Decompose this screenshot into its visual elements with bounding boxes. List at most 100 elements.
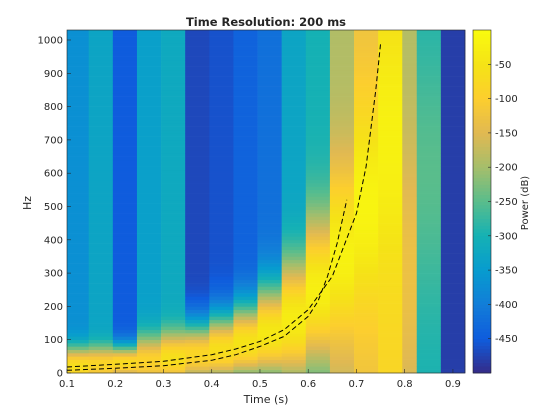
heatmap-cell	[257, 96, 282, 101]
heatmap-cell	[233, 153, 258, 157]
heatmap-cell	[67, 129, 90, 134]
heatmap-cell	[402, 219, 418, 224]
heatmap-cell	[378, 259, 403, 264]
heatmap-cell	[354, 286, 379, 291]
heatmap-cell	[233, 126, 258, 131]
heatmap-cell	[378, 309, 403, 314]
heatmap-cell	[281, 306, 307, 311]
heatmap-cell	[67, 286, 90, 291]
heatmap-cell	[233, 239, 258, 244]
heatmap-cell	[440, 273, 466, 277]
heatmap-cell	[281, 156, 307, 161]
heatmap-cell	[112, 89, 138, 94]
heatmap-cell	[354, 213, 379, 217]
heatmap-cell	[378, 49, 403, 54]
heatmap-cell	[112, 219, 138, 224]
heatmap-cell	[88, 196, 114, 201]
heatmap-cell	[257, 133, 282, 137]
heatmap-cell	[209, 123, 234, 127]
heatmap-cell	[440, 293, 466, 297]
heatmap-cell	[233, 199, 258, 204]
heatmap-cell	[416, 79, 442, 84]
heatmap-cell	[402, 69, 418, 74]
heatmap-cell	[329, 153, 355, 157]
heatmap-cell	[305, 319, 331, 324]
colorbar-segment	[473, 249, 491, 254]
heatmap-cell	[416, 163, 442, 167]
heatmap-cell	[329, 133, 355, 137]
heatmap-cell	[67, 346, 90, 350]
heatmap-cell	[233, 283, 258, 287]
heatmap-cell	[440, 306, 466, 311]
heatmap-cell	[112, 349, 138, 354]
heatmap-cell	[161, 89, 186, 94]
heatmap-cell	[440, 186, 466, 191]
heatmap-cell	[112, 153, 138, 157]
heatmap-cell	[440, 206, 466, 211]
heatmap-cell	[416, 243, 442, 247]
colorbar-segment	[473, 215, 491, 220]
heatmap-cell	[88, 256, 114, 261]
heatmap-cell	[416, 319, 442, 324]
heatmap-cell	[416, 153, 442, 157]
heatmap-cell	[209, 76, 234, 81]
heatmap-cell	[233, 253, 258, 257]
heatmap-cell	[161, 103, 186, 107]
heatmap-cell	[257, 123, 282, 127]
heatmap-cell	[88, 223, 114, 227]
heatmap-cell	[233, 266, 258, 271]
heatmap-cell	[378, 53, 403, 57]
heatmap-cell	[329, 176, 355, 181]
heatmap-cell	[329, 93, 355, 97]
heatmap-cell	[209, 323, 234, 327]
heatmap-cell	[378, 39, 403, 44]
heatmap-cell	[209, 86, 234, 91]
heatmap-cell	[354, 189, 379, 194]
heatmap-cell	[67, 233, 90, 237]
heatmap-cell	[305, 163, 331, 167]
x-tick-label: 0.4	[204, 379, 220, 390]
heatmap-cell	[416, 123, 442, 127]
heatmap-cell	[161, 309, 186, 314]
heatmap-cell	[354, 293, 379, 297]
heatmap-cell	[257, 93, 282, 97]
heatmap-cell	[88, 259, 114, 264]
heatmap-cell	[257, 139, 282, 144]
heatmap-cell	[67, 186, 90, 191]
heatmap-cell	[378, 333, 403, 337]
heatmap-cell	[440, 99, 466, 104]
heatmap-cell	[233, 183, 258, 187]
heatmap-cell	[88, 119, 114, 124]
heatmap-cell	[67, 349, 90, 354]
heatmap-cell	[209, 343, 234, 347]
heatmap-cell	[354, 133, 379, 137]
heatmap-cell	[416, 133, 442, 137]
heatmap-cell	[329, 353, 355, 357]
heatmap-cell	[257, 326, 282, 331]
heatmap-cell	[233, 76, 258, 81]
heatmap-cell	[257, 359, 282, 364]
heatmap-cell	[305, 123, 331, 127]
heatmap-cell	[185, 113, 210, 117]
heatmap-cell	[209, 309, 234, 314]
heatmap-cell	[257, 263, 282, 267]
heatmap-cell	[233, 326, 258, 331]
heatmap-cell	[67, 246, 90, 251]
colorbar-segment	[473, 132, 491, 137]
heatmap-cell	[67, 103, 90, 107]
heatmap-cell	[136, 263, 162, 267]
heatmap-cell	[329, 216, 355, 221]
heatmap-cell	[305, 173, 331, 177]
heatmap-cell	[136, 199, 162, 204]
heatmap-cell	[416, 169, 442, 174]
heatmap-cell	[209, 96, 234, 101]
heatmap-cell	[281, 329, 307, 334]
heatmap-cell	[402, 363, 418, 367]
heatmap-cell	[185, 253, 210, 257]
heatmap-cell	[329, 169, 355, 174]
heatmap-cell	[67, 113, 90, 117]
heatmap-cell	[416, 233, 442, 237]
heatmap-cell	[281, 79, 307, 84]
heatmap-cell	[305, 76, 331, 81]
heatmap-cell	[185, 89, 210, 94]
